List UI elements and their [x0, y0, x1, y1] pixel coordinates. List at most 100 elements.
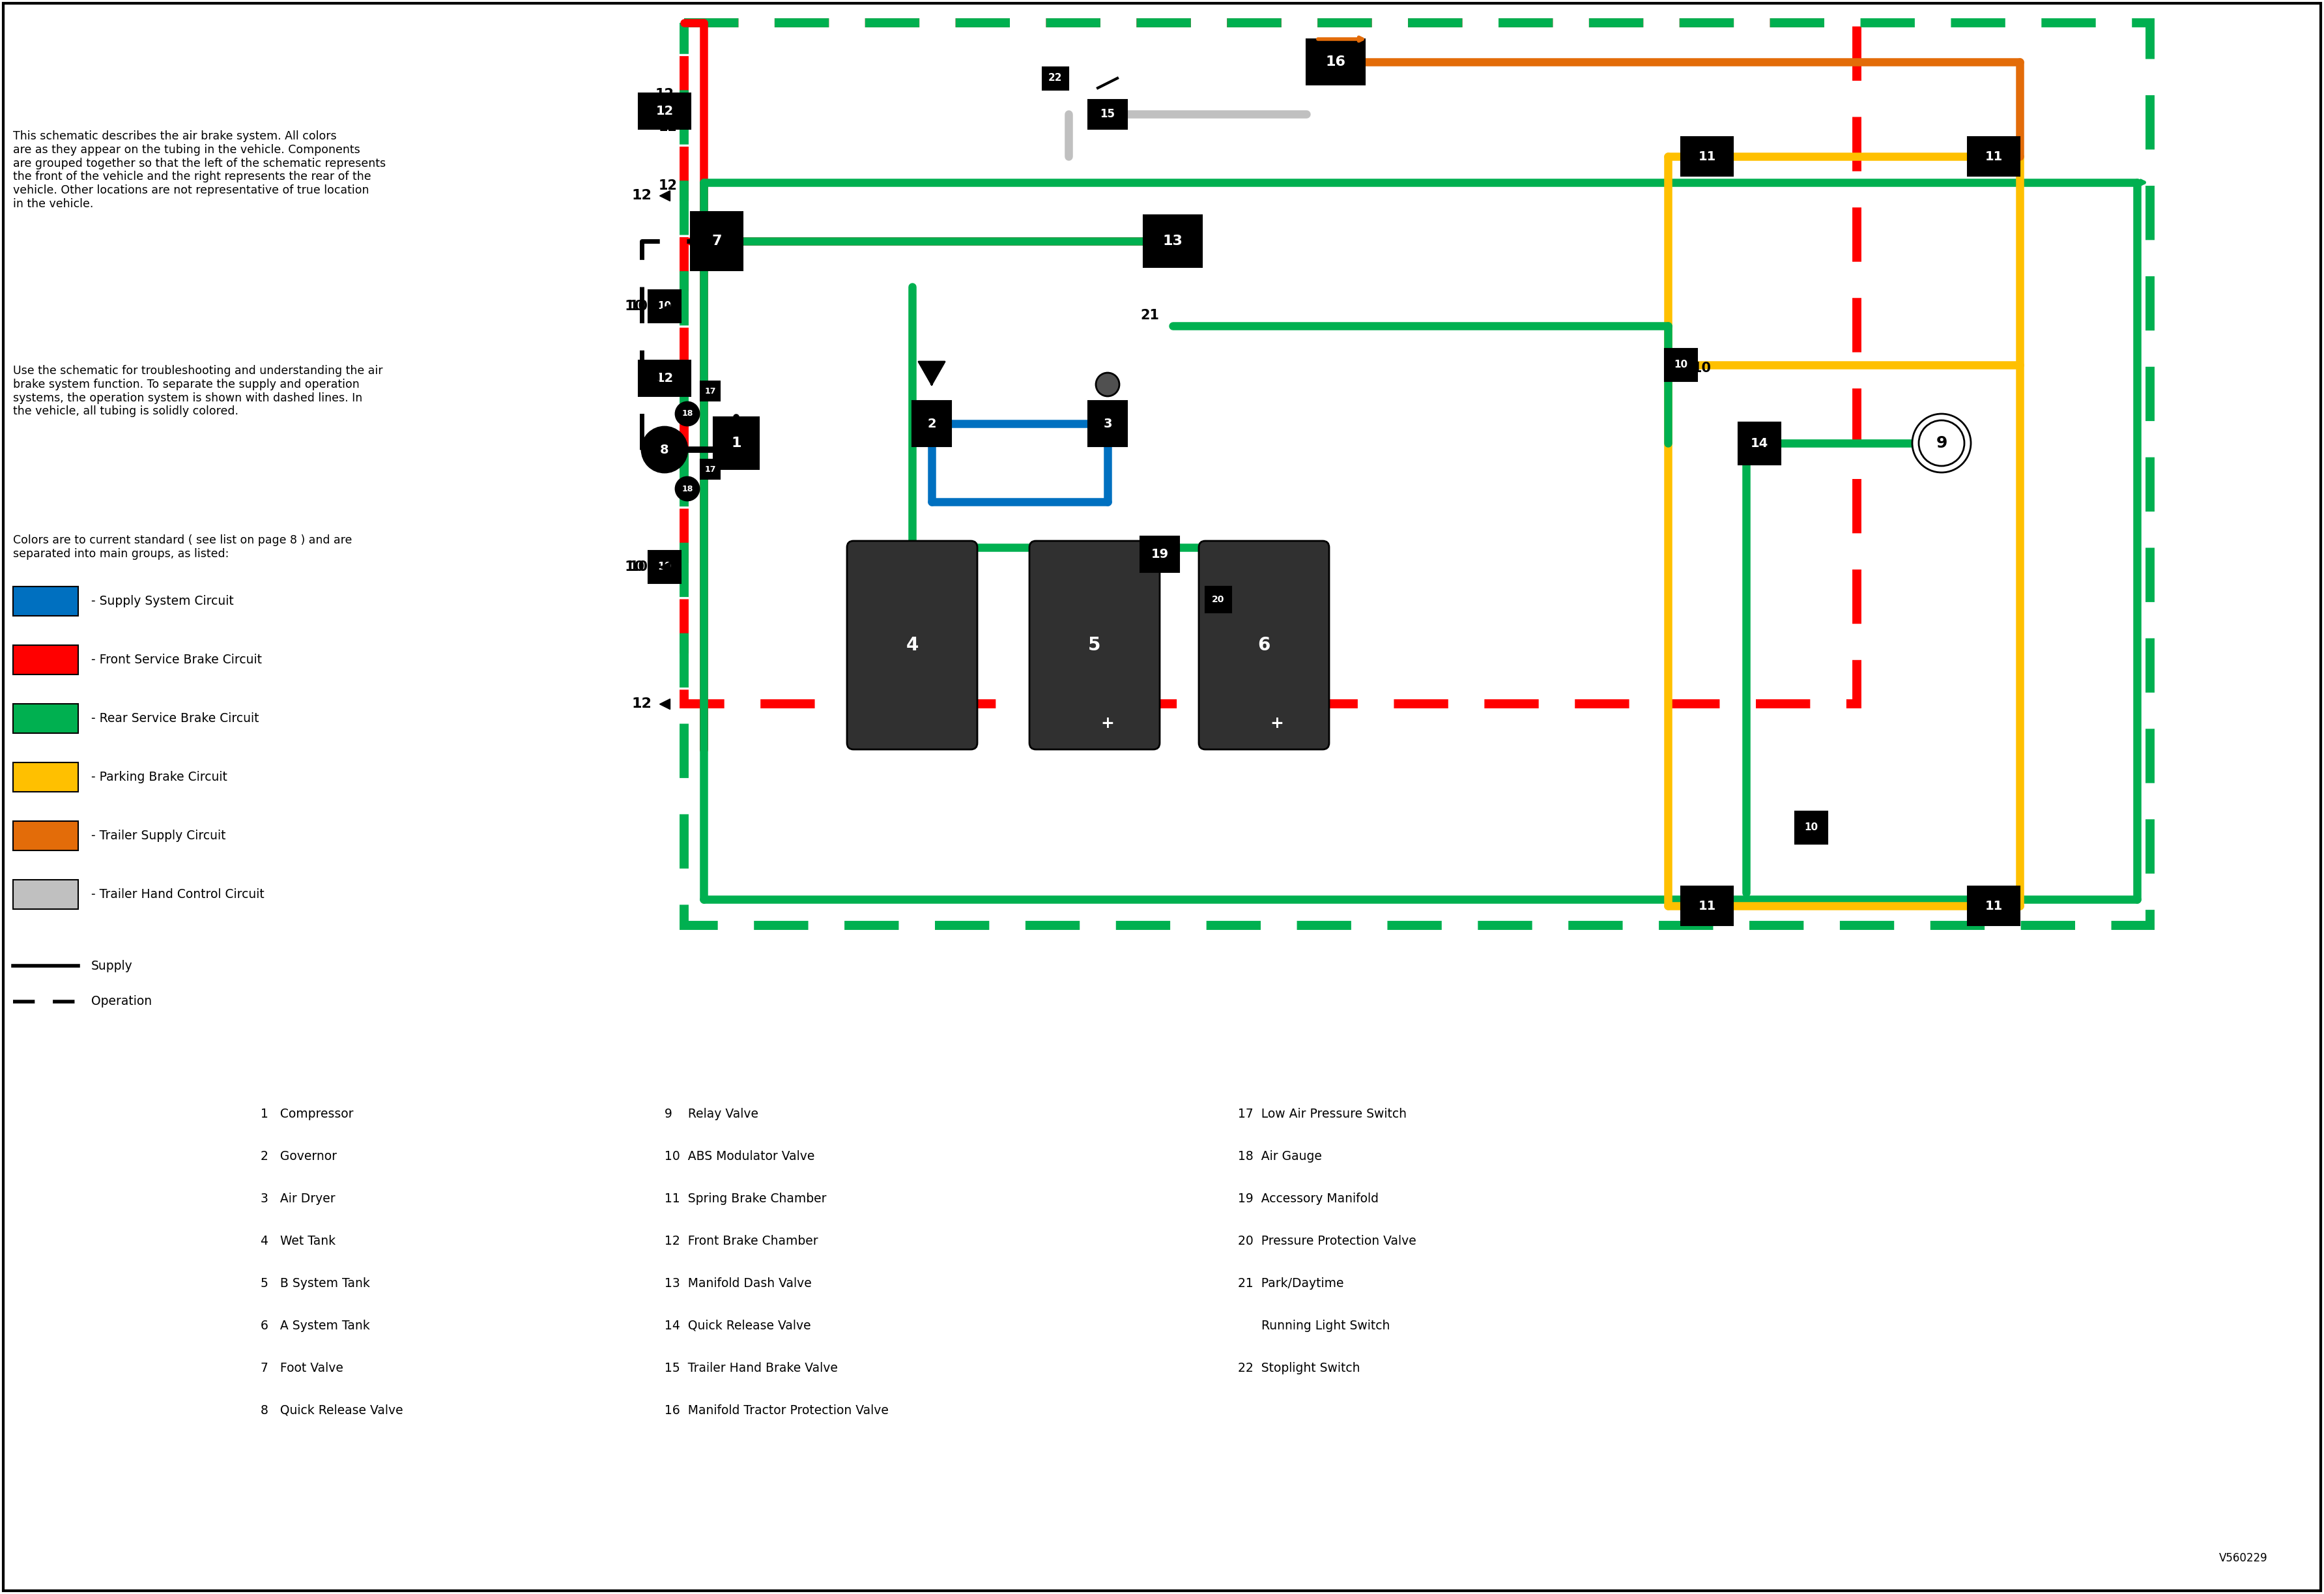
Text: 18: 18 [681, 485, 693, 493]
Bar [683, 22, 2150, 926]
Text: 1   Compressor: 1 Compressor [260, 1108, 353, 1121]
Text: 18  Air Gauge: 18 Air Gauge [1239, 1151, 1322, 1162]
Text: - Rear Service Brake Circuit: - Rear Service Brake Circuit [91, 713, 258, 725]
Text: 11  Spring Brake Chamber: 11 Spring Brake Chamber [665, 1192, 827, 1205]
Bar [1968, 137, 2020, 175]
Text: 11: 11 [1699, 899, 1715, 912]
Bar [700, 459, 720, 478]
Text: 9    Relay Valve: 9 Relay Valve [665, 1108, 758, 1121]
Bar [1088, 400, 1127, 446]
Text: 12: 12 [658, 121, 676, 134]
Text: 10: 10 [630, 300, 648, 312]
Text: - Trailer Supply Circuit: - Trailer Supply Circuit [91, 829, 225, 842]
Text: 17  Low Air Pressure Switch: 17 Low Air Pressure Switch [1239, 1108, 1406, 1121]
Text: 21  Park/Daytime: 21 Park/Daytime [1239, 1277, 1343, 1290]
Text: 4: 4 [906, 636, 918, 654]
Bar [1738, 422, 1780, 464]
Bar [14, 880, 79, 909]
Text: 20  Pressure Protection Valve: 20 Pressure Protection Valve [1239, 1235, 1415, 1248]
Bar [713, 418, 760, 469]
Text: 14: 14 [1750, 437, 1769, 450]
Text: 7: 7 [711, 234, 723, 247]
Bar [683, 22, 1857, 705]
Text: Running Light Switch: Running Light Switch [1239, 1320, 1390, 1333]
Text: 10: 10 [630, 561, 648, 574]
FancyBboxPatch shape [846, 540, 978, 749]
Text: 12: 12 [655, 371, 674, 384]
Bar [639, 92, 690, 129]
Bar [1141, 536, 1178, 572]
Circle shape [1913, 414, 1971, 472]
Text: 21: 21 [1141, 309, 1160, 322]
Text: 10: 10 [625, 300, 646, 312]
Text: 16: 16 [1325, 56, 1346, 69]
Bar [14, 821, 79, 851]
Text: - Parking Brake Circuit: - Parking Brake Circuit [91, 771, 228, 783]
Text: 2: 2 [927, 418, 937, 430]
Text: 4   Wet Tank: 4 Wet Tank [260, 1235, 335, 1248]
Text: 6: 6 [1257, 636, 1271, 654]
Text: 11: 11 [1699, 150, 1715, 163]
Circle shape [676, 477, 700, 501]
Text: 12: 12 [632, 190, 651, 202]
Circle shape [1097, 373, 1120, 397]
Text: 1: 1 [732, 437, 741, 450]
Text: 12: 12 [632, 697, 651, 711]
Text: 5: 5 [1088, 636, 1102, 654]
Text: 13: 13 [1162, 234, 1183, 247]
Text: 17: 17 [704, 465, 716, 473]
Text: 17: 17 [704, 387, 716, 395]
Bar [648, 290, 681, 322]
Bar [648, 550, 681, 583]
Bar [1306, 40, 1364, 84]
Bar [1664, 349, 1697, 381]
Bar [1206, 587, 1232, 612]
Bar [911, 400, 951, 446]
Text: 10: 10 [1803, 823, 1817, 832]
Text: Operation: Operation [91, 995, 151, 1007]
Text: 22  Stoplight Switch: 22 Stoplight Switch [1239, 1361, 1360, 1374]
Circle shape [676, 402, 700, 426]
Bar [1680, 137, 1734, 175]
Text: 14  Quick Release Valve: 14 Quick Release Valve [665, 1320, 811, 1333]
Bar [14, 705, 79, 733]
Text: 10: 10 [1673, 360, 1687, 370]
Text: 12: 12 [641, 371, 660, 384]
Text: 12  Front Brake Chamber: 12 Front Brake Chamber [665, 1235, 818, 1248]
Text: Use the schematic for troubleshooting and understanding the air
brake system fun: Use the schematic for troubleshooting an… [14, 365, 383, 418]
Text: 10: 10 [625, 561, 646, 574]
Text: 11: 11 [1985, 899, 2003, 912]
Text: This schematic describes the air brake system. All colors
are as they appear on : This schematic describes the air brake s… [14, 131, 386, 210]
Text: - Front Service Brake Circuit: - Front Service Brake Circuit [91, 654, 263, 666]
Text: 2   Governor: 2 Governor [260, 1151, 337, 1162]
Text: 10: 10 [1692, 362, 1710, 375]
Text: 12: 12 [655, 105, 674, 116]
Text: 20: 20 [1213, 595, 1225, 604]
Text: 15  Trailer Hand Brake Valve: 15 Trailer Hand Brake Valve [665, 1361, 837, 1374]
Bar [1088, 99, 1127, 129]
Bar [690, 29, 1852, 698]
Bar [1968, 886, 2020, 926]
FancyBboxPatch shape [1199, 540, 1329, 749]
Bar [14, 762, 79, 792]
Polygon shape [918, 362, 946, 384]
Text: - Trailer Hand Control Circuit: - Trailer Hand Control Circuit [91, 888, 265, 901]
Bar [700, 381, 720, 400]
Text: 12: 12 [658, 179, 676, 193]
Circle shape [641, 427, 688, 472]
Bar [1043, 67, 1069, 89]
Bar [1680, 886, 1734, 926]
Text: +: + [1271, 716, 1283, 732]
Text: 13  Manifold Dash Valve: 13 Manifold Dash Valve [665, 1277, 811, 1290]
Text: 10: 10 [658, 301, 672, 311]
Text: 8: 8 [660, 443, 669, 456]
Text: 9: 9 [1936, 435, 1948, 451]
Bar [639, 360, 690, 395]
Text: 12: 12 [655, 88, 674, 100]
Text: 19  Accessory Manifold: 19 Accessory Manifold [1239, 1192, 1378, 1205]
Text: 11: 11 [1985, 150, 2003, 163]
Bar [1794, 811, 1827, 843]
Text: 15: 15 [1099, 108, 1116, 120]
Text: - Supply System Circuit: - Supply System Circuit [91, 595, 235, 607]
Text: 8   Quick Release Valve: 8 Quick Release Valve [260, 1404, 402, 1417]
